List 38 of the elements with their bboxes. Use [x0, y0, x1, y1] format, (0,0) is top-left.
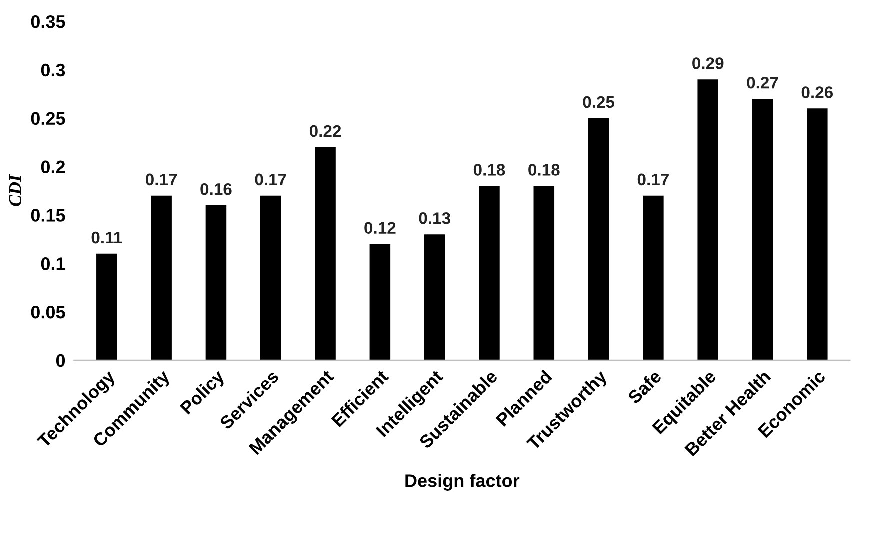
data-label: 0.18 — [474, 164, 506, 176]
y-tick-label: 0.25 — [31, 112, 66, 126]
data-label: 0.11 — [92, 232, 122, 244]
x-axis-title: Design factor — [406, 474, 520, 491]
bar — [534, 186, 555, 360]
bar — [260, 196, 282, 360]
data-label: 0.17 — [146, 174, 178, 186]
data-label: 0.17 — [638, 174, 669, 186]
y-tick-label: 0 — [56, 354, 66, 368]
bar — [643, 196, 664, 360]
data-label: 0.25 — [583, 96, 615, 108]
y-tick-label: 0.1 — [41, 258, 66, 270]
y-tick-label: 0.05 — [31, 306, 66, 319]
y-tick-label: 0.15 — [31, 209, 66, 222]
data-label: 0.12 — [364, 222, 396, 234]
data-label: 0.18 — [528, 164, 560, 176]
bar — [151, 196, 172, 360]
bar — [370, 244, 391, 360]
bar — [698, 80, 718, 360]
data-label: 0.27 — [747, 76, 778, 89]
bar — [807, 108, 828, 360]
bar — [96, 254, 118, 360]
data-label: 0.13 — [419, 212, 450, 224]
bar — [588, 118, 610, 360]
data-label: 0.17 — [255, 174, 286, 186]
bar — [206, 206, 227, 360]
bar — [315, 147, 336, 360]
y-tick-label: 0.3 — [41, 64, 66, 77]
y-axis-title: CDI — [9, 174, 22, 206]
data-label: 0.29 — [692, 58, 724, 70]
bar — [424, 234, 446, 360]
y-tick-label: 0.35 — [31, 15, 66, 28]
data-label: 0.16 — [200, 183, 232, 196]
bar — [479, 186, 500, 360]
bar — [752, 98, 774, 360]
data-label: 0.22 — [310, 125, 342, 138]
y-tick-label: 0.2 — [41, 160, 66, 174]
data-label: 0.26 — [802, 86, 834, 98]
